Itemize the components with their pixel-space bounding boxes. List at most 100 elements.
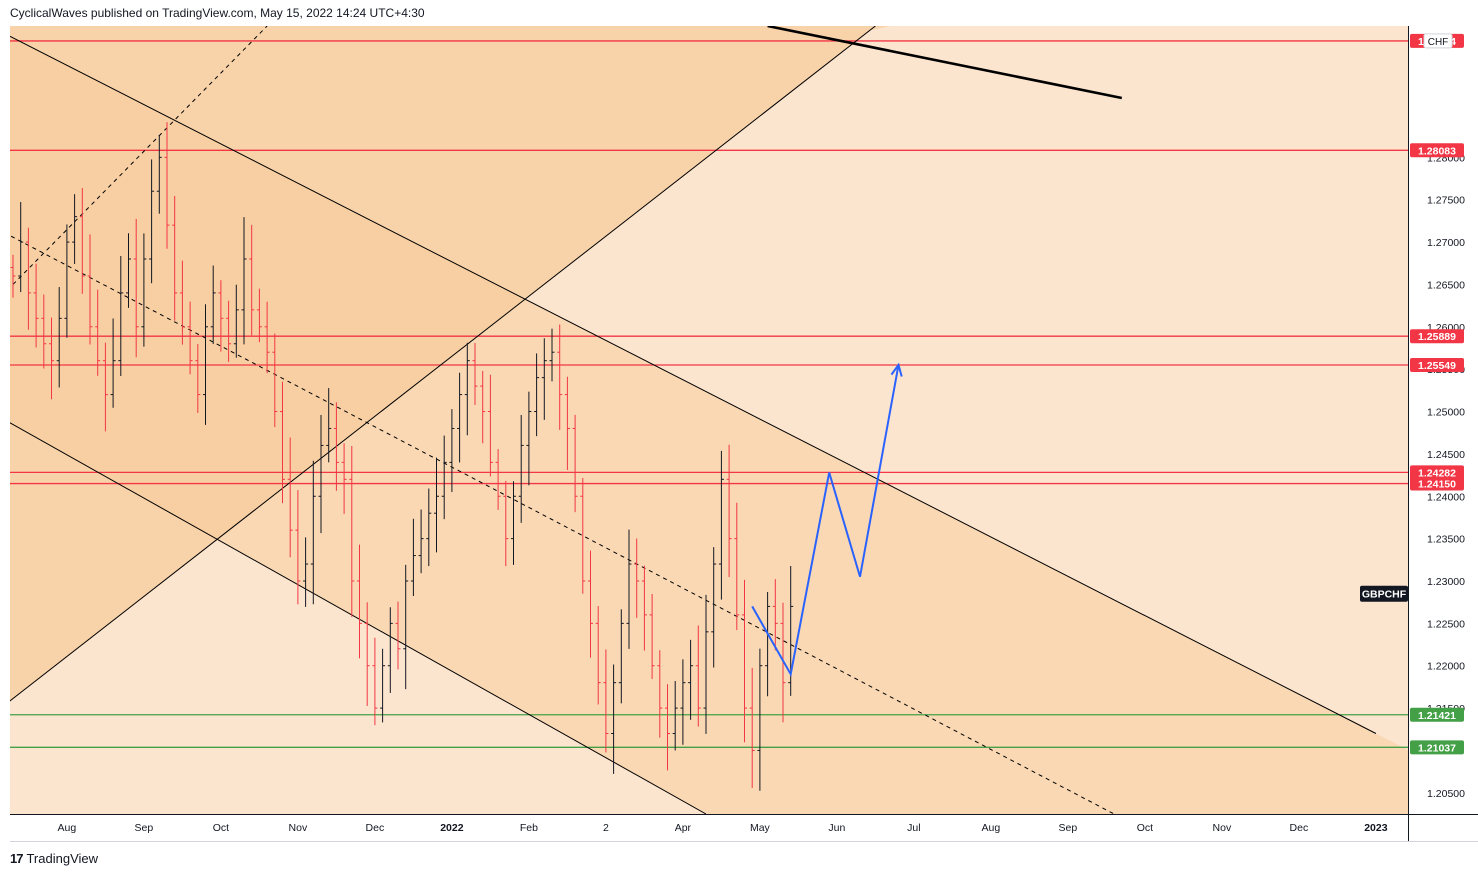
ohlc-bar[interactable] bbox=[164, 122, 170, 249]
time-axis[interactable]: Aug Sep Oct Nov Dec 2022 Feb 2 Apr May Jun Jul Aug Se… bbox=[10, 814, 1478, 842]
ohlc-bar[interactable] bbox=[557, 324, 563, 430]
ohlc-bar[interactable] bbox=[18, 202, 24, 293]
ohlc-bar[interactable] bbox=[10, 254, 16, 298]
ohlc-bar[interactable] bbox=[241, 217, 247, 345]
ohlc-bar[interactable] bbox=[118, 255, 124, 377]
ohlc-bar[interactable] bbox=[611, 664, 617, 774]
ohlc-bar[interactable] bbox=[418, 509, 424, 574]
ohlc-bar[interactable] bbox=[603, 649, 609, 753]
ohlc-bar[interactable] bbox=[688, 639, 694, 720]
ohlc-bar[interactable] bbox=[703, 594, 709, 734]
ohlc-bar[interactable] bbox=[272, 333, 278, 428]
ohlc-bar[interactable] bbox=[757, 648, 763, 791]
ohlc-bar[interactable] bbox=[41, 294, 47, 369]
ohlc-bar[interactable] bbox=[203, 304, 208, 425]
ohlc-bar[interactable] bbox=[126, 233, 131, 308]
chart-pane[interactable] bbox=[0, 26, 1408, 814]
ohlc-bar[interactable] bbox=[472, 342, 478, 405]
ohlc-bar[interactable] bbox=[233, 284, 239, 358]
ohlc-bar[interactable] bbox=[318, 415, 324, 534]
ohlc-bar[interactable] bbox=[549, 328, 555, 382]
currency-badge[interactable] bbox=[1423, 33, 1453, 49]
ohlc-bar[interactable] bbox=[79, 187, 85, 294]
ohlc-bar[interactable] bbox=[110, 318, 116, 408]
ohlc-bar[interactable] bbox=[765, 592, 771, 697]
ohlc-bar[interactable] bbox=[226, 300, 232, 362]
ohlc-bar[interactable] bbox=[680, 659, 686, 745]
ohlc-bar[interactable] bbox=[772, 579, 778, 651]
ohlc-bar[interactable] bbox=[72, 194, 78, 264]
ohlc-bar[interactable] bbox=[95, 289, 101, 376]
ohlc-bar[interactable] bbox=[133, 218, 139, 358]
ohlc-bar[interactable] bbox=[426, 488, 432, 567]
forecast-path[interactable] bbox=[751, 364, 900, 678]
ohlc-bar[interactable] bbox=[595, 606, 601, 705]
ohlc-bar[interactable] bbox=[618, 609, 624, 704]
ohlc-bar[interactable] bbox=[572, 414, 578, 513]
ohlc-bar[interactable] bbox=[56, 287, 62, 388]
ohlc-bar[interactable] bbox=[541, 338, 547, 420]
price-axis[interactable]: 1.280001.275001.270001.265001.260001.255… bbox=[1408, 26, 1466, 841]
ohlc-bar[interactable] bbox=[403, 564, 409, 690]
ohlc-bar[interactable] bbox=[25, 227, 31, 330]
ohlc-bar[interactable] bbox=[33, 263, 39, 348]
ohlc-bar[interactable] bbox=[641, 565, 647, 651]
ohlc-bar[interactable] bbox=[441, 435, 447, 520]
ohlc-bar[interactable] bbox=[534, 353, 540, 437]
ohlc-bar[interactable] bbox=[341, 443, 347, 514]
ohlc-bar[interactable] bbox=[634, 538, 640, 618]
ohlc-bar[interactable] bbox=[218, 280, 224, 352]
ohlc-bar[interactable] bbox=[449, 409, 455, 493]
ohlc-bar[interactable] bbox=[457, 372, 463, 463]
ohlc-bar[interactable] bbox=[718, 450, 724, 600]
ohlc-bar[interactable] bbox=[511, 481, 516, 565]
ohlc-bar[interactable] bbox=[349, 445, 355, 617]
ohlc-bar[interactable] bbox=[187, 301, 193, 375]
ohlc-bar[interactable] bbox=[195, 343, 201, 413]
ohlc-bar[interactable] bbox=[564, 376, 570, 471]
ohlc-bar[interactable] bbox=[264, 301, 270, 374]
ohlc-bar[interactable] bbox=[87, 234, 93, 345]
ohlc-bar[interactable] bbox=[665, 684, 670, 771]
ohlc-bar[interactable] bbox=[410, 518, 416, 597]
ohlc-bar[interactable] bbox=[395, 601, 401, 670]
channel-lower-trendline[interactable] bbox=[0, 412, 707, 814]
ohlc-bar[interactable] bbox=[749, 667, 755, 788]
ohlc-bar[interactable] bbox=[657, 650, 663, 738]
ohlc-bar[interactable] bbox=[326, 388, 332, 463]
ohlc-bar[interactable] bbox=[149, 159, 155, 284]
ohlc-bar[interactable] bbox=[434, 457, 439, 553]
ohlc-bar[interactable] bbox=[503, 480, 509, 567]
ohlc-bar[interactable] bbox=[364, 602, 370, 706]
ohlc-bar[interactable] bbox=[333, 402, 339, 491]
ohlc-bar[interactable] bbox=[141, 233, 147, 347]
channel-upper-trendline[interactable] bbox=[0, 26, 1377, 734]
ohlc-bar[interactable] bbox=[487, 374, 493, 477]
ohlc-bar[interactable] bbox=[102, 342, 108, 432]
ohlc-bar[interactable] bbox=[179, 260, 185, 345]
ohlc-bar[interactable] bbox=[626, 529, 632, 649]
ohlc-bar[interactable] bbox=[495, 449, 501, 510]
ohlc-bar[interactable] bbox=[726, 444, 732, 578]
ohlc-bar[interactable] bbox=[526, 391, 532, 486]
ohlc-bar[interactable] bbox=[303, 537, 309, 607]
ohlc-bar[interactable] bbox=[711, 547, 717, 668]
ohlc-bar[interactable] bbox=[464, 342, 470, 436]
ohlc-bar[interactable] bbox=[387, 607, 393, 693]
ohlc-bar[interactable] bbox=[742, 579, 747, 743]
ohlc-bar[interactable] bbox=[580, 477, 586, 594]
ohlc-bar[interactable] bbox=[649, 593, 655, 679]
ohlc-bar[interactable] bbox=[518, 414, 524, 523]
rising-support-trendline[interactable] bbox=[0, 26, 876, 717]
ohlc-bar[interactable] bbox=[49, 317, 54, 400]
ohlc-bar[interactable] bbox=[172, 195, 178, 321]
ohlc-bar[interactable] bbox=[357, 544, 362, 659]
ohlc-bar[interactable] bbox=[287, 437, 293, 558]
tradingview-logo[interactable]: 17 TradingView bbox=[10, 851, 98, 866]
ohlc-bar[interactable] bbox=[480, 370, 486, 444]
ohlc-bar[interactable] bbox=[372, 637, 378, 726]
ohlc-bar[interactable] bbox=[295, 490, 301, 605]
ohlc-bar[interactable] bbox=[734, 502, 740, 631]
ohlc-bar[interactable] bbox=[156, 135, 162, 214]
